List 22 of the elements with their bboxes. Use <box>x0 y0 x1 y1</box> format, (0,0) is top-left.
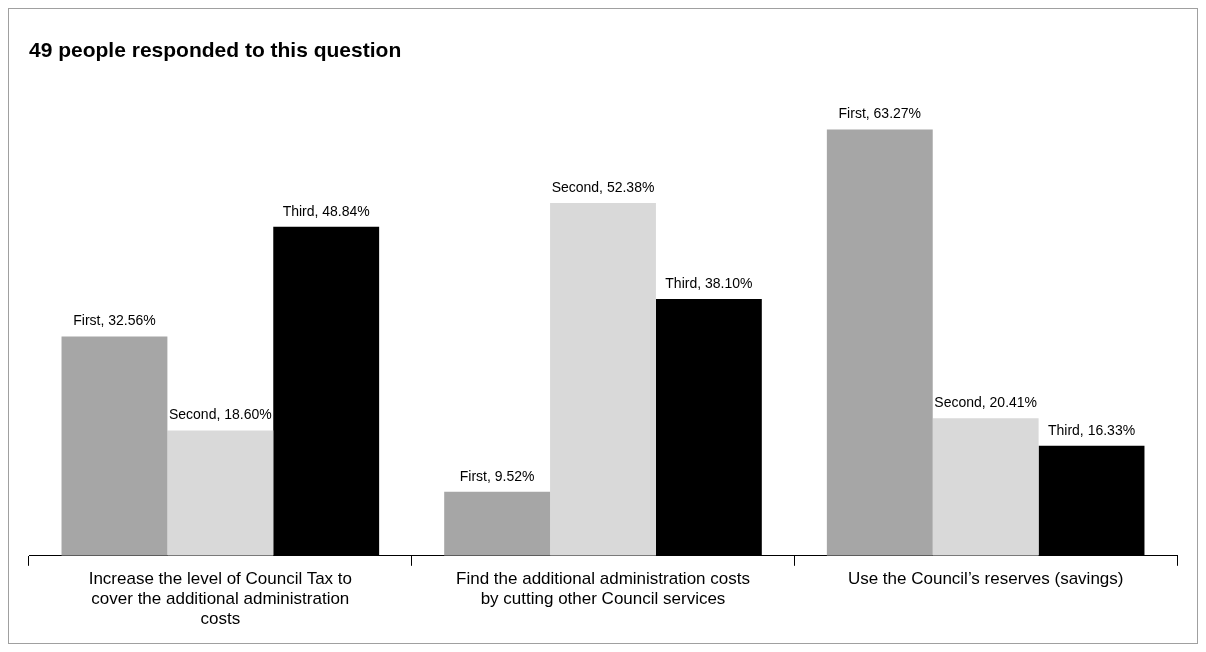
bar <box>550 202 656 556</box>
bar <box>826 129 933 556</box>
data-label: Second, 52.38% <box>551 178 655 195</box>
x-tick-label: Find the additional administration costs by cutting other Council services <box>456 568 750 609</box>
data-label: First, 9.52% <box>459 467 535 484</box>
data-label: Third, 48.84% <box>282 202 370 219</box>
bar <box>444 491 551 556</box>
bar <box>932 418 1039 556</box>
x-tick-label: Increase the level of Council Tax to cover the additional administration costs <box>88 568 353 629</box>
chart-title: 49 people responded to this question <box>29 38 402 62</box>
data-label: Third, 16.33% <box>1047 421 1136 438</box>
data-label: Second, 18.60% <box>168 406 272 423</box>
data-label: Third, 38.10% <box>665 274 753 291</box>
bar <box>167 430 274 556</box>
data-label: Second, 20.41% <box>934 394 1038 411</box>
bar <box>273 226 380 556</box>
bar <box>655 299 762 556</box>
data-label: First, 32.56% <box>73 312 156 329</box>
bar <box>1038 445 1145 556</box>
bar <box>61 336 168 556</box>
x-tick-label: Use the Council’s reserves (savings) <box>847 568 1124 588</box>
data-label: First, 63.27% <box>838 105 922 122</box>
